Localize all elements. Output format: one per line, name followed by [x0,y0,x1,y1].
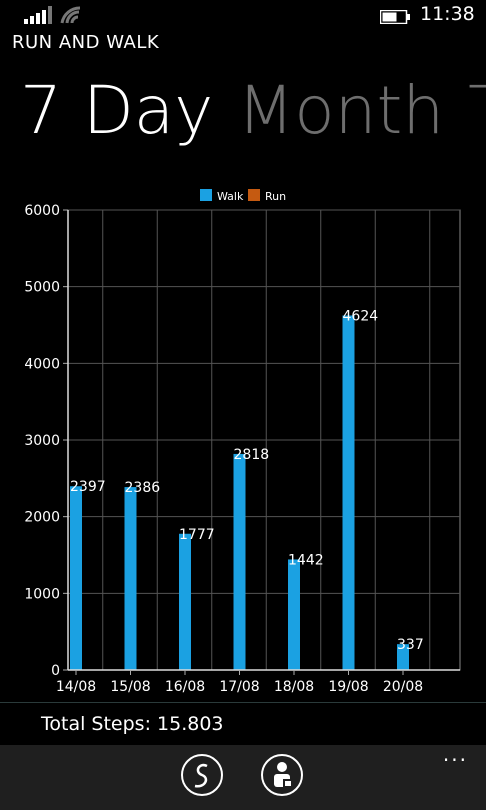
data-label: 4624 [343,308,379,324]
signal-icon [24,6,52,24]
data-label: 337 [397,637,424,653]
bar-walk-18/08[interactable] [288,559,300,670]
run-walk-icon [194,763,208,788]
y-tick-label: 4000 [24,356,60,372]
data-label: 2397 [70,479,106,495]
divider [0,702,486,703]
chart-data-labels: 2397 2386 1777 2818 1442 4624 337 [70,308,424,653]
pivot-item-month[interactable]: Month [237,72,445,149]
y-tick-label: 3000 [24,433,60,449]
status-time: 11:38 [420,3,475,25]
chart-legend: Walk Run [200,189,286,203]
battery-icon [380,10,410,24]
data-label: 2386 [125,480,161,496]
x-tick-label: 16/08 [165,679,205,695]
total-steps: Total Steps: 15.803 [41,713,224,735]
y-tick-label: 0 [51,663,60,679]
legend-swatch-run [248,189,260,201]
x-tick-label: 14/08 [56,679,96,695]
y-tick-label: 6000 [24,203,60,219]
data-label: 1442 [288,552,324,568]
x-tick-label: 17/08 [219,679,259,695]
more-button[interactable]: ... [442,742,468,766]
x-tick-label: 15/08 [110,679,150,695]
bar-walk-16/08[interactable] [179,533,191,670]
legend-swatch-walk [200,189,212,201]
x-tick-label: 20/08 [383,679,423,695]
bar-walk-17/08[interactable] [233,453,246,670]
bar-walk-20/08[interactable] [397,644,409,670]
person-icon [274,762,292,787]
x-tick-label: 19/08 [328,679,368,695]
bar-walk-15/08[interactable] [124,487,137,670]
pivot-header: 7 Day Month T [20,72,486,149]
pivot-item-t[interactable]: T [468,72,486,149]
y-tick-label: 5000 [24,280,60,296]
run-walk-button[interactable] [181,754,223,796]
bar-walk-19/08[interactable] [342,315,355,670]
y-tick-label: 1000 [24,586,60,602]
x-tick-label: 18/08 [274,679,314,695]
chart-bars [70,315,409,670]
status-bar: 11:38 [0,0,486,30]
pivot-item-7day[interactable]: 7 Day [20,72,214,149]
app-bar: ... [0,742,486,810]
legend-label-run: Run [265,190,286,203]
app-title: RUN AND WALK [12,32,160,53]
data-label: 2818 [234,447,270,463]
y-tick-label: 2000 [24,510,60,526]
wifi-icon [60,6,81,24]
profile-button[interactable] [261,754,303,796]
data-label: 1777 [179,527,215,543]
bar-walk-14/08[interactable] [70,486,82,670]
chart-axes: 14/08 15/08 16/08 17/08 18/08 19/08 20/08 [56,210,460,695]
legend-label-walk: Walk [217,190,244,203]
